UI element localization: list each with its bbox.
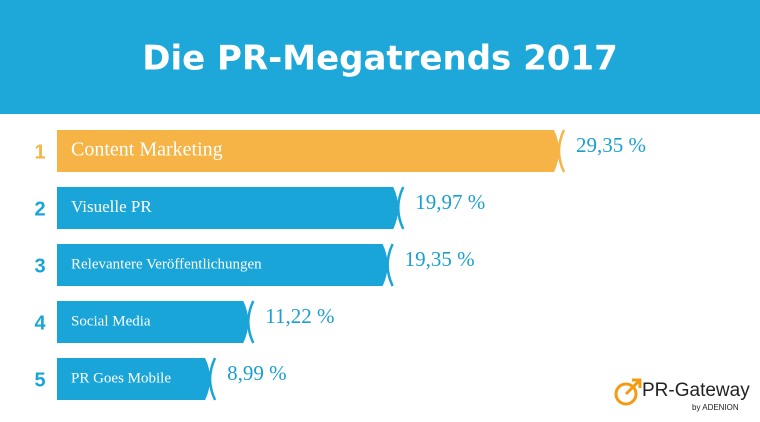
value-label: 19,35 %: [405, 247, 475, 271]
value-label: 8,99 %: [227, 361, 287, 385]
rank: 4: [34, 312, 46, 334]
rank: 5: [34, 369, 45, 391]
category-label: PR Goes Mobile: [71, 370, 171, 386]
category-label: Visuelle PR: [71, 197, 152, 216]
bar-edge: [557, 129, 566, 173]
header-band: [0, 0, 760, 114]
category-label: Content Marketing: [71, 139, 223, 161]
bar-edge: [208, 357, 217, 401]
logo-icon: [614, 382, 638, 406]
bar: [57, 187, 399, 229]
rank: 3: [34, 255, 45, 277]
logo: PR-Gateway by ADENION: [614, 378, 750, 412]
logo-arrow: [624, 378, 642, 396]
value-label: 11,22 %: [265, 304, 334, 328]
bar: [57, 358, 211, 400]
rank: 2: [34, 198, 45, 220]
value-label: 19,97 %: [415, 190, 485, 214]
title: Die PR-Megatrends 2017: [142, 39, 618, 79]
bar: [57, 244, 388, 286]
bar: [57, 301, 249, 343]
value-label: 29,35 %: [576, 133, 646, 157]
bar-edge: [396, 186, 405, 230]
logo-name: PR-Gateway: [642, 380, 750, 401]
category-label: Relevantere Veröffentlichungen: [71, 256, 262, 272]
bar-edge: [247, 300, 255, 344]
bar: [57, 130, 559, 172]
category-label: Social Media: [71, 313, 151, 329]
bar-edge: [386, 243, 394, 287]
logo-by: by ADENION: [692, 403, 739, 412]
rank: 1: [34, 141, 45, 163]
